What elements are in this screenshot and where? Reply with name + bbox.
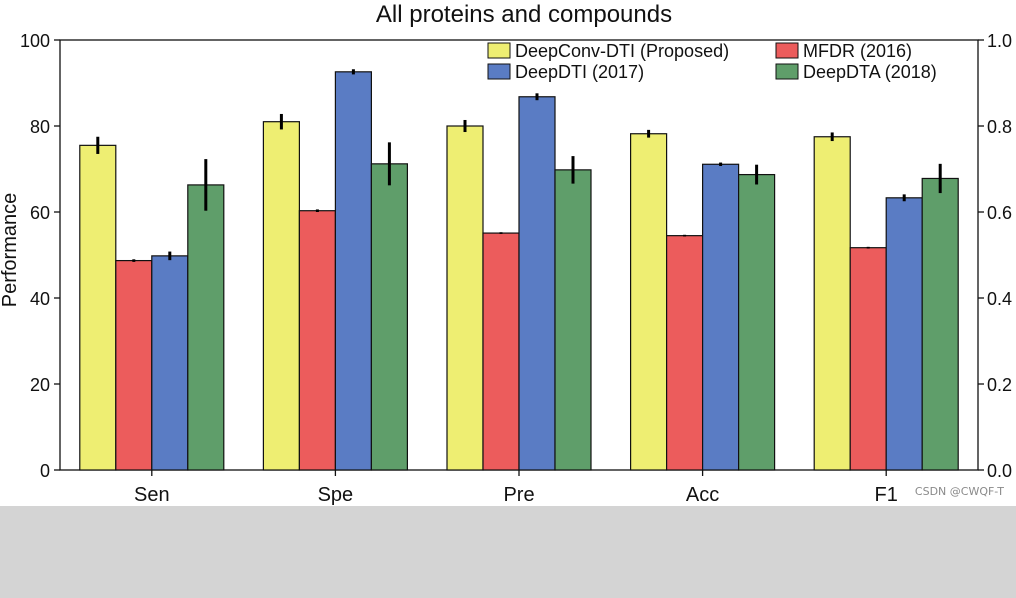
- bar-spe-2: [334, 71, 372, 471]
- bar-acc-1: [665, 235, 704, 471]
- bar-spe-3: [370, 163, 408, 471]
- bar-pre-2: [518, 96, 556, 471]
- x-tick-label: Pre: [503, 484, 534, 506]
- y2-tick-label: 1.0: [987, 31, 1012, 51]
- bar-sen-3: [187, 184, 225, 471]
- watermark-text: CSDN @CWQF-T: [914, 485, 1004, 498]
- y2-tick-label: 0.6: [987, 203, 1012, 223]
- legend-swatch: [487, 63, 511, 80]
- legend-swatch: [775, 42, 799, 59]
- y2-tick-label: 0.0: [987, 461, 1012, 481]
- plot-area: 0 20 40 60 80 100 0.0 0.2 0.4 0.6 0.8 1.0 Sen Spe Pre A…: [20, 31, 1012, 506]
- bar-sen-2: [151, 255, 189, 471]
- y-tick-label: 60: [30, 203, 50, 223]
- x-tick-label: Spe: [318, 484, 354, 506]
- bar-spe-1: [298, 210, 336, 471]
- bar-pre-3: [554, 169, 592, 471]
- y2-tick-label: 0.4: [987, 289, 1012, 309]
- bar-f1-3: [921, 177, 959, 471]
- bar-pre-0: [446, 125, 484, 471]
- bar-sen-0: [79, 144, 117, 471]
- y2-tick-label: 0.2: [987, 375, 1012, 395]
- legend-label: MFDR (2016): [803, 41, 912, 61]
- bar-sen-1: [115, 259, 153, 471]
- legend-swatch: [487, 42, 511, 59]
- legend: DeepConv-DTI (Proposed) MFDR (2016)DeepDT…: [487, 41, 937, 82]
- x-tick-label: F1: [875, 484, 898, 506]
- figure-panel: All proteins and compounds Performance 0…: [0, 0, 1016, 506]
- chart-title: All proteins and compounds: [376, 1, 672, 28]
- legend-label: DeepDTA (2018): [803, 62, 937, 82]
- y-axis-label: Performance: [0, 193, 21, 308]
- y-tick-label: 0: [40, 461, 50, 481]
- y-tick-label: 40: [30, 289, 50, 309]
- bar-f1-1: [849, 247, 887, 471]
- x-tick-label: Acc: [686, 484, 719, 506]
- bar-f1-0: [813, 136, 851, 471]
- bar-acc-2: [701, 163, 740, 471]
- y-tick-label: 80: [30, 117, 50, 137]
- y-tick-label: 20: [30, 375, 50, 395]
- bar-spe-0: [262, 121, 300, 471]
- bar-acc-0: [629, 133, 668, 471]
- bar-chart: All proteins and compounds Performance 0…: [0, 1, 1012, 506]
- bar-pre-1: [482, 232, 520, 471]
- bar-f1-2: [885, 197, 923, 471]
- x-tick-label: Sen: [134, 484, 170, 506]
- y2-tick-label: 0.8: [987, 117, 1012, 137]
- legend-label: DeepConv-DTI (Proposed): [515, 41, 729, 61]
- legend-swatch: [775, 63, 799, 80]
- legend-label: DeepDTI (2017): [515, 62, 644, 82]
- bar-acc-3: [737, 173, 776, 471]
- y-tick-label: 100: [20, 31, 50, 51]
